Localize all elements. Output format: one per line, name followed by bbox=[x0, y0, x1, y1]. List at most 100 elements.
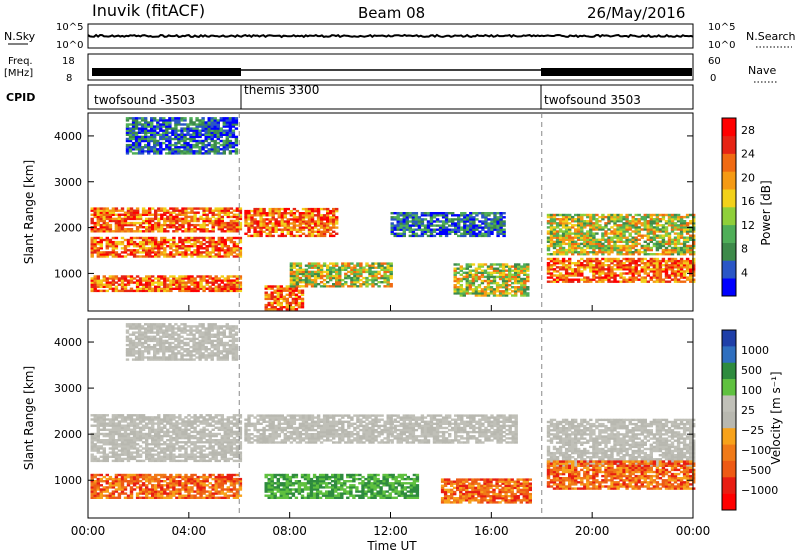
echo-cell bbox=[156, 152, 160, 155]
echo-cell bbox=[199, 242, 203, 246]
echo-cell bbox=[295, 283, 300, 286]
echo-cell bbox=[150, 135, 154, 139]
echo-cell bbox=[159, 137, 163, 141]
echo-cell bbox=[131, 119, 136, 122]
echo-cell bbox=[460, 232, 464, 235]
echo-cell bbox=[199, 226, 203, 229]
echo-cell bbox=[652, 268, 657, 271]
echo-cell bbox=[165, 131, 169, 134]
echo-cell bbox=[160, 253, 164, 256]
echo-cell bbox=[259, 214, 263, 217]
echo-cell bbox=[679, 236, 684, 239]
echo-cell bbox=[292, 285, 297, 288]
echo-cell bbox=[172, 255, 176, 258]
echo-cell bbox=[129, 223, 134, 227]
echo-cell bbox=[389, 272, 393, 276]
echo-cell bbox=[199, 285, 203, 288]
echo-cell bbox=[262, 209, 266, 213]
echo-cell bbox=[495, 269, 500, 272]
echo-cell bbox=[219, 139, 223, 143]
echo-cell bbox=[211, 247, 215, 250]
echo-cell bbox=[105, 285, 109, 288]
echo-cell bbox=[150, 148, 154, 151]
echo-cell bbox=[150, 127, 154, 130]
echo-cell bbox=[555, 257, 560, 261]
echo-cell bbox=[138, 255, 143, 258]
echo-cell bbox=[574, 218, 578, 221]
echo-cell bbox=[128, 148, 133, 151]
echo-cell bbox=[646, 253, 650, 256]
echo-cell bbox=[238, 285, 243, 288]
echo-cell bbox=[189, 127, 193, 130]
echo-cell bbox=[374, 266, 378, 269]
echo-cell bbox=[468, 263, 472, 266]
echo-cell bbox=[613, 218, 617, 221]
echo-cell bbox=[220, 211, 224, 214]
echo-cell bbox=[310, 274, 315, 278]
echo-cell bbox=[99, 424, 103, 427]
echo-cell bbox=[90, 255, 94, 258]
echo-cell bbox=[138, 445, 143, 448]
echo-cell bbox=[199, 255, 203, 258]
echo-cell bbox=[454, 222, 458, 225]
echo-cell bbox=[147, 131, 151, 134]
echo-cell bbox=[207, 131, 211, 134]
echo-cell bbox=[613, 264, 617, 267]
echo-cell bbox=[514, 275, 518, 279]
echo-cell bbox=[682, 230, 687, 233]
echo-cell bbox=[135, 418, 140, 421]
echo-cell bbox=[129, 445, 134, 448]
echo-cell bbox=[564, 215, 569, 219]
echo-cell bbox=[628, 276, 632, 279]
echo-cell bbox=[96, 217, 100, 221]
echo-cell bbox=[148, 209, 152, 212]
echo-cell bbox=[408, 228, 412, 231]
echo-cell bbox=[676, 262, 681, 265]
echo-cell bbox=[414, 224, 419, 227]
echo-cell bbox=[577, 242, 581, 246]
echo-cell bbox=[514, 294, 518, 297]
echo-cell bbox=[598, 226, 602, 229]
echo-cell bbox=[526, 286, 530, 289]
echo-cell bbox=[153, 139, 157, 143]
echo-cell bbox=[341, 278, 345, 282]
echo-cell bbox=[692, 262, 696, 265]
echo-cell bbox=[117, 449, 122, 452]
echo-cell bbox=[365, 262, 369, 265]
echo-cell bbox=[448, 218, 452, 221]
echo-cell bbox=[145, 285, 149, 288]
echo-cell bbox=[310, 230, 315, 233]
echo-cell bbox=[673, 236, 678, 239]
echo-cell bbox=[374, 274, 378, 278]
echo-cell bbox=[589, 236, 593, 239]
echo-cell bbox=[151, 422, 155, 425]
echo-cell bbox=[310, 278, 315, 282]
echo-cell bbox=[468, 286, 472, 289]
echo-cell bbox=[658, 270, 663, 273]
echo-cell bbox=[622, 262, 626, 265]
echo-cell bbox=[160, 226, 164, 229]
echo-cell bbox=[335, 207, 339, 211]
echo-cell bbox=[583, 259, 587, 263]
echo-cell bbox=[298, 224, 303, 227]
echo-cell bbox=[126, 426, 131, 429]
echo-cell bbox=[114, 285, 119, 288]
echo-cell bbox=[231, 123, 236, 126]
echo-cell bbox=[187, 249, 191, 252]
echo-cell bbox=[501, 265, 506, 268]
echo-cell bbox=[295, 230, 300, 233]
echo-cell bbox=[484, 214, 488, 217]
echo-cell bbox=[235, 215, 240, 219]
echo-cell bbox=[496, 228, 500, 231]
echo-cell bbox=[154, 255, 158, 258]
colorbar-swatch bbox=[722, 207, 736, 226]
echo-cell bbox=[490, 220, 494, 223]
echo-cell bbox=[108, 213, 113, 216]
echo-cell bbox=[169, 217, 173, 221]
echo-cell bbox=[577, 226, 581, 229]
echo-cell bbox=[411, 228, 416, 231]
echo-cell bbox=[145, 247, 149, 250]
echo-cell bbox=[169, 416, 173, 419]
echo-cell bbox=[493, 216, 497, 219]
echo-cell bbox=[192, 137, 196, 141]
